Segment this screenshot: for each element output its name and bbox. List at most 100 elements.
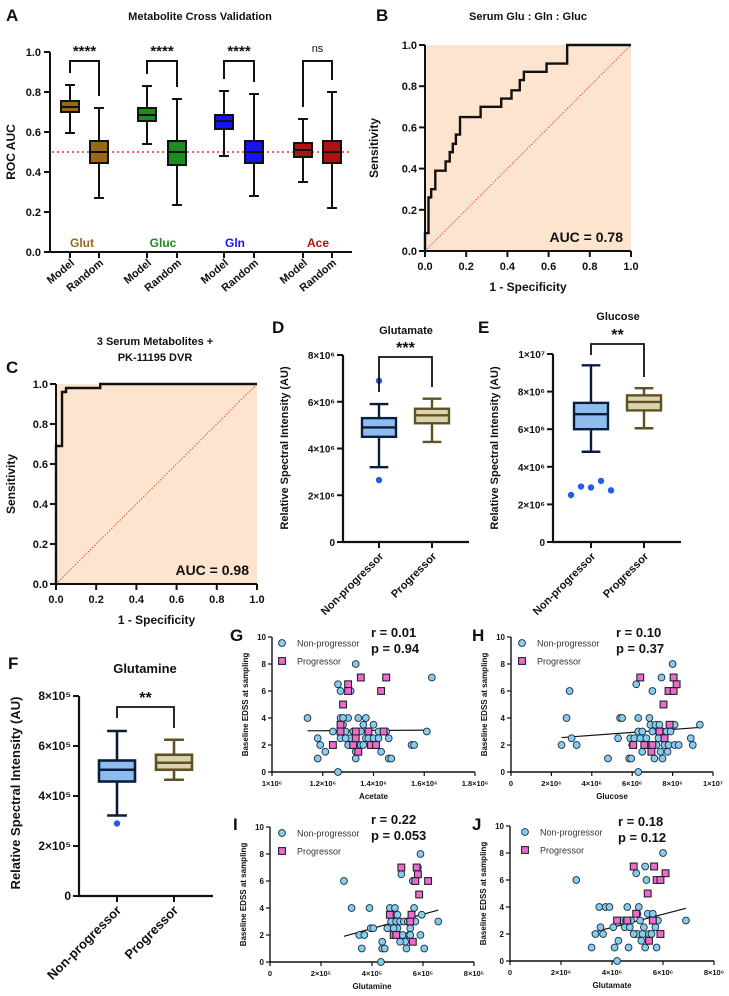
x-tick-label: 0.4 xyxy=(500,261,516,273)
data-point-non-progressor xyxy=(321,747,330,756)
significance-label: **** xyxy=(150,43,174,60)
data-point-non-progressor xyxy=(696,720,704,729)
data-point-progressor xyxy=(656,876,665,884)
data-point-non-progressor xyxy=(614,936,623,945)
data-point-non-progressor xyxy=(587,943,596,952)
data-point-non-progressor xyxy=(596,923,605,932)
y-tick-label: 1.0 xyxy=(26,47,41,59)
significance-label: *** xyxy=(396,340,415,357)
panel-h-glucose-edss: 0 2 4 6 8 10 0 2×10⁶ 4×10⁶ 6×10⁶ 8×10⁶ 1×10⁷ Glucose… xyxy=(472,625,723,801)
roc-curve xyxy=(423,43,631,251)
data-point-non-progressor xyxy=(641,943,650,952)
data-point-non-progressor xyxy=(614,734,622,743)
x-tick-label: 1.0 xyxy=(623,261,638,273)
data-point-non-progressor xyxy=(391,904,399,912)
y-axis-label: Baseline EDSS at sampling xyxy=(480,653,489,757)
x-category-label: Progressor xyxy=(121,903,181,963)
outlier-point xyxy=(375,476,383,484)
x-tick-label: 8×10⁶ xyxy=(662,779,682,788)
data-point-non-progressor xyxy=(393,910,402,919)
data-point-non-progressor xyxy=(397,870,406,879)
y-axis-label: ROC AUC xyxy=(4,124,18,180)
y-tick-label: 8×10⁵ xyxy=(38,689,71,703)
data-point-progressor xyxy=(385,910,394,919)
data-point-progressor xyxy=(364,727,373,736)
y-tick-label: 0.4 xyxy=(402,164,418,176)
data-point-non-progressor xyxy=(557,741,566,749)
data-point-progressor xyxy=(344,687,353,695)
data-point-progressor xyxy=(413,870,422,879)
box-non-progressor xyxy=(360,377,398,484)
data-point-progressor xyxy=(397,863,406,872)
y-tick-label: 0.4 xyxy=(33,499,49,511)
x-tick-label: 0 xyxy=(508,968,512,977)
data-point-progressor xyxy=(650,862,659,871)
data-point-progressor xyxy=(636,673,645,682)
data-point-progressor xyxy=(415,890,424,899)
data-point-non-progressor xyxy=(648,687,657,695)
data-point-non-progressor xyxy=(610,943,619,952)
series-progressor xyxy=(629,673,681,756)
roc-curve xyxy=(54,382,257,584)
data-point-progressor xyxy=(351,727,360,736)
reference-diagonal xyxy=(55,383,258,585)
data-point-non-progressor xyxy=(396,937,404,946)
data-point-progressor xyxy=(408,937,417,946)
regression-line xyxy=(561,726,700,739)
x-tick-label: 8×10⁶ xyxy=(704,968,724,977)
data-point-non-progressor xyxy=(374,734,383,743)
y-tick-label: 0 xyxy=(262,768,267,777)
y-tick-label: 4 xyxy=(500,903,505,912)
significance-bracket xyxy=(146,60,178,87)
data-point-progressor xyxy=(632,909,641,918)
data-point-progressor xyxy=(647,747,656,756)
panel-e-glucose: 0 2×10⁶ 4×10⁶ 6×10⁶ 8×10⁶ 1×10⁷ Non-progressor… xyxy=(478,311,681,618)
y-tick-label: 0.8 xyxy=(33,419,48,431)
legend-label: Non-progressor xyxy=(540,828,603,838)
correlation-p: p = 0.12 xyxy=(618,830,666,845)
data-point-non-progressor xyxy=(599,930,607,938)
significance-bracket xyxy=(302,60,333,107)
y-tick-label: 4 xyxy=(260,904,265,913)
data-point-non-progressor xyxy=(627,754,636,763)
data-point-non-progressor xyxy=(650,754,659,763)
data-point-non-progressor xyxy=(682,916,690,925)
x-tick-label: 0.0 xyxy=(48,594,63,606)
data-point-non-progressor xyxy=(313,754,322,763)
chart-title-line: 3 Serum Metabolites + xyxy=(97,336,213,348)
data-point-non-progressor xyxy=(604,754,612,763)
legend-marker-non-progressor xyxy=(518,639,526,647)
x-tick-label: 6×10⁶ xyxy=(622,779,642,788)
x-tick-label: 4×10⁶ xyxy=(602,968,622,977)
outlier-point xyxy=(577,483,585,490)
box-progressor xyxy=(625,387,663,430)
data-point-non-progressor xyxy=(354,714,363,722)
legend-marker-progressor xyxy=(278,657,286,665)
panel-letter: B xyxy=(376,6,388,25)
data-point-non-progressor xyxy=(652,943,661,952)
y-tick-label: 0.2 xyxy=(33,539,48,551)
data-point-non-progressor xyxy=(387,754,396,763)
data-point-progressor xyxy=(356,673,365,682)
panel-letter: I xyxy=(233,815,238,834)
significance-label: **** xyxy=(73,43,97,60)
data-point-non-progressor xyxy=(640,923,648,932)
data-point-non-progressor xyxy=(365,904,374,912)
y-tick-label: 0.2 xyxy=(402,205,417,217)
panel-letter: E xyxy=(478,318,489,337)
significance-bracket xyxy=(69,60,100,96)
y-tick-label: 10 xyxy=(255,823,264,832)
y-axis-label: Baseline EDSS at sampling xyxy=(239,843,248,947)
data-point-non-progressor xyxy=(417,910,426,919)
x-axis-label: Glutamate xyxy=(592,981,632,990)
y-tick-label: 0 xyxy=(500,957,505,966)
legend-marker-non-progressor xyxy=(521,828,529,836)
data-point-progressor xyxy=(656,930,665,938)
data-point-non-progressor xyxy=(605,903,614,911)
y-axis-label: Sensitivity xyxy=(367,118,381,178)
data-point-progressor xyxy=(660,734,669,743)
series-progressor xyxy=(613,862,670,945)
correlation-p: p = 0.94 xyxy=(371,641,420,656)
data-point-non-progressor xyxy=(623,903,632,911)
